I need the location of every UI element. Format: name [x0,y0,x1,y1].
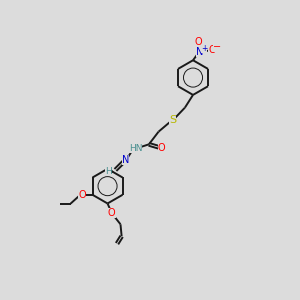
Text: H: H [105,167,111,176]
Text: O: O [158,143,165,154]
Text: S: S [169,115,176,124]
Text: O: O [78,190,86,200]
Text: O: O [208,45,216,55]
Text: O: O [108,208,116,218]
Text: N: N [196,47,204,57]
Text: −: − [212,42,220,52]
Text: HN: HN [129,144,142,153]
Text: O: O [194,37,202,47]
Text: N: N [122,154,130,165]
Text: +: + [201,44,207,52]
